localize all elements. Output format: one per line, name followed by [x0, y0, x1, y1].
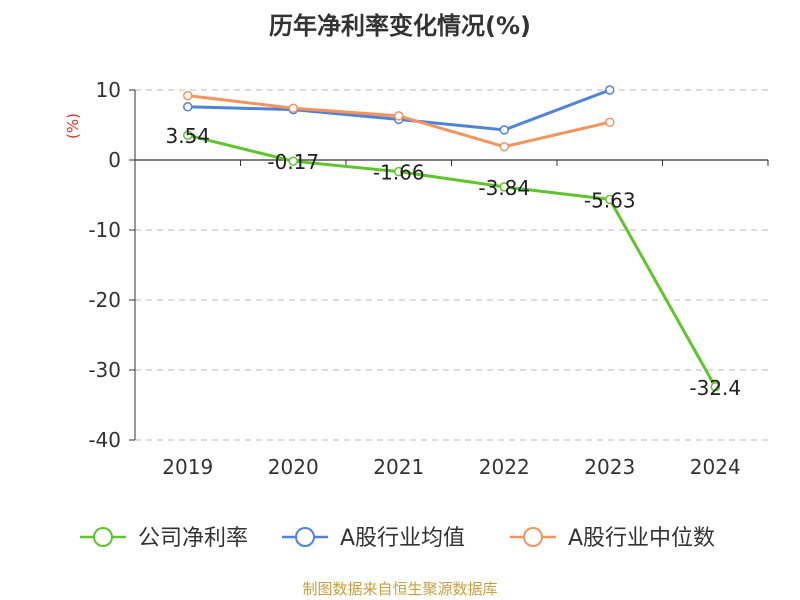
legend-swatch-marker	[93, 527, 113, 547]
y-tick-label: -40	[88, 428, 121, 452]
x-tick-label: 2021	[373, 455, 424, 479]
data-point	[499, 182, 509, 192]
data-point	[183, 90, 193, 101]
x-tick-label: 2020	[268, 455, 319, 479]
y-tick-label: -20	[88, 288, 121, 312]
series-lines	[183, 85, 720, 392]
x-tick-label: 2024	[690, 455, 741, 479]
x-tick-label: 2019	[162, 455, 213, 479]
y-tick-label: 10	[96, 78, 121, 102]
legend-swatch-marker	[295, 527, 315, 547]
data-labels: 3.54 -0.17 -1.66 -3.84 -5.63 -32.4	[165, 124, 741, 400]
legend-label: A股行业均值	[340, 526, 465, 551]
data-point	[710, 382, 720, 392]
data-label: -32.4	[689, 376, 741, 400]
data-point	[605, 85, 615, 95]
legend-swatch-marker	[523, 527, 543, 547]
source-note: 制图数据来自恒生聚源数据库	[302, 580, 497, 598]
data-point	[288, 156, 298, 166]
y-axis-label: (%)	[64, 113, 82, 139]
data-label: 3.54	[165, 124, 210, 148]
data-point	[394, 111, 404, 121]
data-label: -1.66	[373, 161, 425, 185]
series-line-0	[187, 133, 717, 388]
x-tick-label: 2023	[584, 455, 635, 479]
legend: 公司净利率 A股行业均值 A股行业中位数	[80, 526, 715, 551]
data-point	[499, 141, 509, 152]
y-tick-label: 0	[108, 148, 121, 172]
grid-lines	[135, 89, 768, 441]
data-point	[288, 103, 298, 113]
legend-label: A股行业中位数	[568, 526, 715, 551]
data-label: -5.63	[584, 188, 636, 212]
x-tick-label: 2022	[479, 455, 530, 479]
data-label: -0.17	[267, 150, 319, 174]
data-point	[394, 166, 404, 177]
axes: 10 0 -10 -20 -30 -40 2019 2020 2021 2022 2023 2024	[88, 78, 769, 479]
data-point	[183, 130, 193, 140]
legend-label: 公司净利率	[138, 526, 248, 551]
data-label: -3.84	[478, 176, 530, 200]
y-tick-label: -30	[88, 358, 121, 382]
chart-title: 历年净利率变化情况(%)	[269, 12, 531, 40]
data-point	[499, 125, 509, 135]
y-tick-label: -10	[88, 218, 121, 242]
data-point	[605, 117, 615, 127]
data-point	[183, 102, 193, 112]
data-point	[605, 194, 615, 205]
